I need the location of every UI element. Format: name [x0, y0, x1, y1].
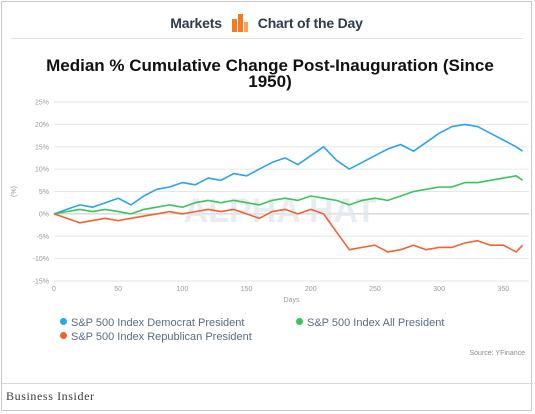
y-tick-label: -10% — [33, 256, 49, 263]
legend-item-republican: S&P 500 Index Republican President — [60, 331, 252, 343]
y-tick-label: 10% — [35, 167, 49, 174]
x-tick-label: 50 — [114, 286, 122, 293]
x-axis-label: Days — [284, 297, 300, 304]
x-tick-label: 100 — [177, 286, 189, 293]
chart-title-line-2: 1950) — [248, 72, 292, 91]
chart-of-the-day-label: Chart of the Day — [257, 15, 363, 31]
legend-dot-republican — [60, 332, 67, 339]
markets-label: Markets — [170, 15, 222, 31]
series-line-all — [53, 175, 524, 215]
chart-of-the-day-header: Markets Chart of the Day — [2, 11, 531, 35]
legend-label-republican: S&P 500 Index Republican President — [71, 331, 252, 343]
bar-chart-icon — [231, 14, 248, 32]
legend-dot-all — [296, 318, 303, 325]
y-tick-label: -5% — [37, 234, 49, 241]
business-insider-logo: Business Insider — [6, 389, 95, 403]
y-tick-label: 0% — [39, 211, 49, 218]
y-tick-label: 25% — [35, 100, 49, 107]
legend-dot-democrat — [60, 318, 67, 325]
y-axis-label: (%) — [11, 186, 18, 197]
legend-item-all: S&P 500 Index All President — [296, 317, 444, 329]
x-tick-label: 250 — [369, 286, 381, 293]
x-tick-label: 200 — [305, 286, 317, 293]
y-tick-label: 5% — [39, 189, 49, 196]
series-line-democrat — [53, 123, 524, 215]
y-tick-label: 15% — [35, 144, 49, 151]
chart-title-line-1: Median % Cumulative Change Post-Inaugura… — [46, 56, 494, 75]
x-tick-label: 150 — [241, 286, 253, 293]
legend-label-democrat: S&P 500 Index Democrat President — [71, 317, 245, 329]
source-note: Source: YFinance — [469, 350, 525, 357]
x-tick-label: 350 — [497, 286, 509, 293]
footer-divider — [2, 383, 533, 384]
legend-label-all: S&P 500 Index All President — [307, 317, 445, 329]
x-tick-label: 300 — [433, 286, 445, 293]
y-tick-label: -15% — [33, 279, 49, 286]
header-divider — [10, 38, 523, 39]
y-tick-label: 20% — [35, 122, 49, 129]
x-tick-label: 0 — [52, 286, 56, 293]
legend-item-democrat: S&P 500 Index Democrat President — [60, 317, 244, 329]
series-line-republican — [53, 208, 524, 253]
chart-title: Median % Cumulative Change Post-Inaugura… — [30, 56, 510, 91]
